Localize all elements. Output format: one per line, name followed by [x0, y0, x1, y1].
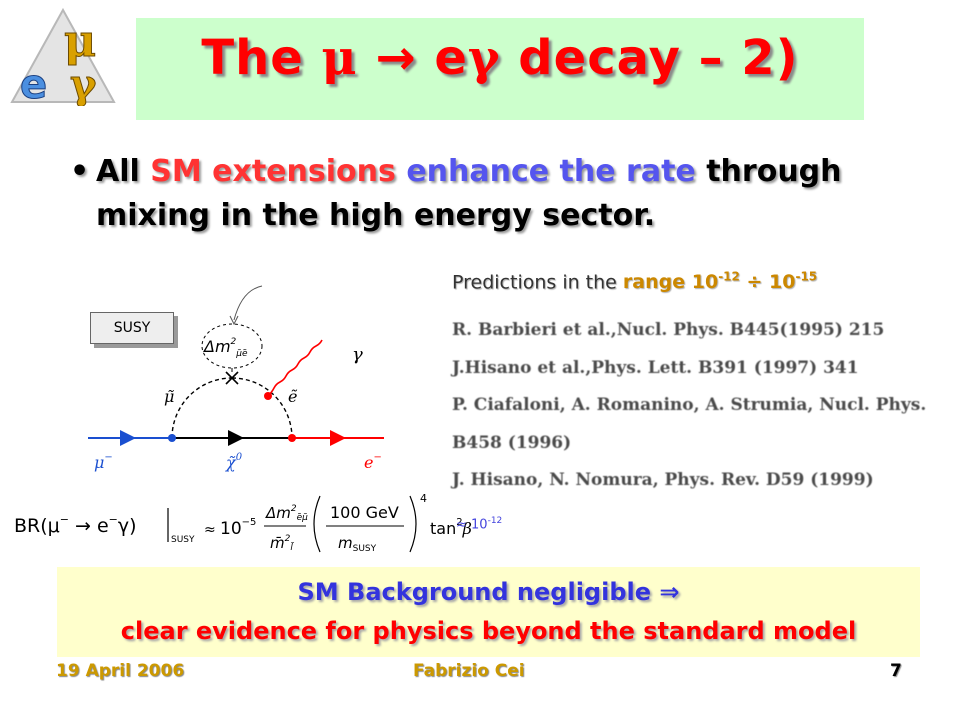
- smuon-label: μ̃: [164, 387, 174, 406]
- reference-item: B458 (1996): [452, 432, 572, 453]
- slide-title: The μ → eγ decay – 2): [201, 30, 799, 86]
- rate-estimate: ≈ 10-12: [456, 516, 503, 533]
- selectron-label: ẽ: [288, 387, 298, 406]
- bullet-line-1: All SM extensions enhance the rate throu…: [96, 154, 842, 189]
- vertex: [288, 434, 296, 442]
- feynman-diagram: Δm2μ̃ẽ μ̃ ẽ γ μ− χ̃0 e−: [88, 285, 384, 472]
- reference-item: R. Barbieri et al.,Nucl. Phys. B445(1995…: [452, 320, 885, 340]
- page-number: 7: [890, 661, 902, 681]
- susy-mass: mSUSY: [338, 534, 377, 554]
- br-expression: BR(μ− → e−γ): [14, 513, 137, 537]
- pointer-arrow: [233, 285, 263, 321]
- electron-label: e−: [364, 452, 382, 472]
- approx-sign: ≈: [204, 522, 216, 538]
- susy-subscript: SUSY: [171, 535, 195, 545]
- vertex: [264, 392, 272, 400]
- meg-logo: μ e γ: [10, 7, 116, 106]
- prefactor: 10−5: [220, 517, 256, 539]
- conclusion-box: [57, 567, 920, 657]
- photon-label: γ: [352, 344, 363, 365]
- smuon-propagator: [171, 377, 233, 439]
- power: 4: [420, 492, 427, 505]
- mass-insertion-blob: [201, 323, 263, 369]
- reference-list: R. Barbieri et al.,Nucl. Phys. B445(1995…: [452, 312, 926, 500]
- reference-item: J. Hisano, N. Nomura, Phys. Rev. D59 (19…: [452, 470, 874, 490]
- mass-difference: Δm2ẽμ̃: [265, 504, 308, 523]
- right-paren: [409, 495, 417, 553]
- mass-scale: 100 GeV: [330, 503, 399, 522]
- photon-line: [267, 339, 323, 397]
- left-paren: [313, 495, 321, 553]
- predictions-range: Predictions in the range 10-12 ÷ 10-15: [452, 270, 818, 294]
- title-background: [136, 18, 864, 120]
- reference-item: P. Ciafaloni, A. Romanino, A. Strumia, N…: [452, 395, 927, 415]
- tan-beta: tan2β: [430, 517, 472, 538]
- vertex: [168, 434, 176, 442]
- mass-insertion-cross: [225, 371, 239, 385]
- bullet-marker: •: [70, 154, 90, 189]
- logo-triangle: [10, 7, 116, 103]
- muon-label: μ−: [94, 452, 113, 472]
- logo-mu: μ: [64, 16, 96, 67]
- conclusion-line-1: SM Background negligible ⇒: [297, 578, 680, 606]
- pointer-arrowhead: [229, 315, 239, 326]
- footer-author: Fabrizio Cei: [413, 661, 525, 681]
- branching-ratio-formula: BR(μ− → e−γ) SUSY ≈ 10−5 Δm2ẽμ̃ m̄2l̃ 10…: [14, 492, 472, 554]
- delta-m-label: Δm2μ̃ẽ: [202, 337, 248, 359]
- slepton-mass: m̄2l̃: [270, 534, 295, 553]
- neutralino-label: χ̃0: [225, 452, 243, 472]
- bullet-line-2: mixing in the high energy sector.: [96, 198, 656, 233]
- susy-label: SUSY: [90, 312, 174, 344]
- footer-date: 19 April 2006: [56, 661, 185, 681]
- selectron-propagator: [231, 377, 293, 439]
- logo-gamma: γ: [70, 61, 97, 106]
- conclusion-line-2: clear evidence for physics beyond the st…: [120, 617, 857, 645]
- reference-item: J.Hisano et al.,Phys. Lett. B391 (1997) …: [452, 357, 859, 378]
- logo-e: e: [20, 62, 47, 106]
